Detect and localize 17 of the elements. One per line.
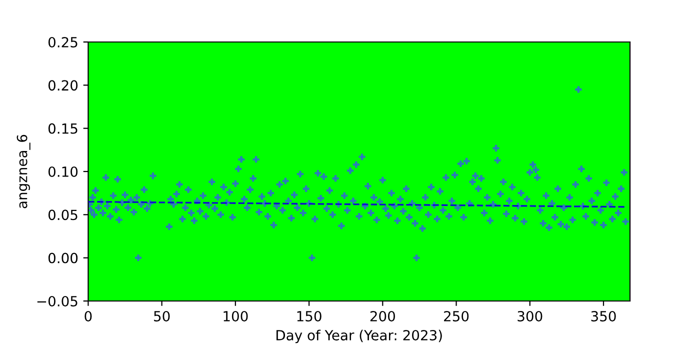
x-tick-label: 200 (370, 310, 395, 322)
y-tick-label: −0.05 (37, 296, 78, 306)
y-tick-label: 0.20 (48, 80, 78, 91)
x-tick-label: 0 (84, 310, 92, 322)
y-tick-label: 0.05 (48, 210, 78, 220)
y-axis-title: angznea_6 (16, 134, 30, 208)
x-tick-label: 150 (297, 310, 322, 322)
y-tick-label: 0.00 (48, 252, 78, 264)
x-tick-label: 350 (591, 310, 616, 322)
x-tick-label: 50 (154, 310, 170, 322)
x-tick-label: 300 (518, 310, 542, 322)
x-tick-label: 250 (444, 310, 469, 322)
y-tick-label: 0.10 (48, 166, 78, 177)
y-tick-label: 0.15 (48, 123, 78, 134)
y-tick-label: 0.25 (48, 36, 78, 48)
x-tick-label: 100 (224, 310, 248, 322)
x-axis-title: Day of Year (Year: 2023) (276, 330, 442, 344)
